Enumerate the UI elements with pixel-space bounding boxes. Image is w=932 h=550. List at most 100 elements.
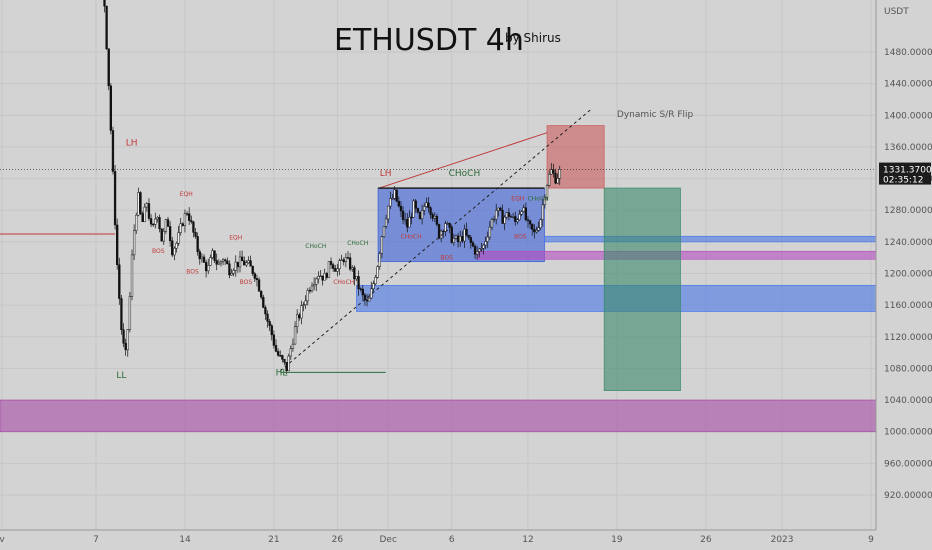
candle-body bbox=[490, 219, 494, 228]
candle-body bbox=[238, 256, 242, 268]
candle-body bbox=[164, 219, 168, 232]
annotation-label: HL bbox=[276, 369, 288, 379]
candle-body bbox=[188, 213, 191, 221]
candle-body bbox=[454, 235, 458, 239]
candle-body bbox=[270, 325, 273, 336]
candle-body bbox=[433, 216, 436, 219]
candle-body bbox=[376, 266, 379, 278]
candle-body bbox=[135, 214, 138, 231]
candle-body bbox=[465, 228, 468, 236]
time-tick-label: 19 bbox=[611, 535, 623, 545]
price-tick-label: 920.00000 bbox=[884, 491, 932, 501]
candle-body bbox=[382, 226, 386, 237]
candle-body bbox=[327, 261, 331, 278]
candle-body bbox=[389, 198, 392, 207]
candle-body bbox=[431, 214, 434, 219]
price-tick-label: 1480.00000 bbox=[884, 48, 932, 58]
candle-body bbox=[471, 242, 475, 247]
candle-body bbox=[522, 207, 525, 212]
candle-body bbox=[541, 204, 544, 221]
candle-body bbox=[183, 213, 187, 226]
zone-demand bbox=[0, 399, 877, 433]
candle-body bbox=[492, 218, 496, 221]
annotation-label: BOS bbox=[514, 234, 527, 241]
price-axis-unit: USDT bbox=[884, 7, 909, 17]
candle-body bbox=[461, 236, 464, 242]
candle-body bbox=[467, 234, 470, 238]
candle-body bbox=[190, 220, 193, 223]
candle-body bbox=[507, 212, 511, 217]
price-axis[interactable] bbox=[876, 0, 932, 530]
zone-target bbox=[603, 187, 681, 391]
candle-body bbox=[353, 267, 356, 280]
candle-body bbox=[198, 251, 201, 260]
candle-body bbox=[323, 273, 326, 281]
time-axis[interactable] bbox=[0, 530, 876, 550]
candle-body bbox=[283, 359, 286, 363]
candle-body bbox=[105, 5, 108, 49]
candle-body bbox=[245, 262, 248, 266]
price-tick-label: 1080.00000 bbox=[884, 364, 932, 374]
annotation-label: CHoCH bbox=[347, 240, 368, 247]
candle-body bbox=[293, 326, 297, 345]
candle-body bbox=[162, 231, 165, 242]
candle-body bbox=[418, 211, 422, 220]
candle-body bbox=[518, 213, 521, 220]
candle-body bbox=[300, 305, 303, 319]
candle-body bbox=[287, 355, 290, 372]
candle-body bbox=[332, 264, 335, 269]
candle-body bbox=[410, 216, 413, 219]
candle-body bbox=[423, 206, 426, 211]
candle-body bbox=[207, 265, 210, 272]
candle-body bbox=[321, 275, 324, 281]
candle-body bbox=[336, 268, 339, 272]
candle-body bbox=[558, 169, 561, 179]
candle-body bbox=[319, 275, 322, 278]
time-tick-label: 21 bbox=[268, 535, 279, 545]
candle-body bbox=[509, 216, 513, 218]
candle-body bbox=[306, 290, 309, 302]
candle-body bbox=[224, 259, 227, 262]
annotation-label: EQH bbox=[229, 234, 242, 241]
candle-body bbox=[152, 223, 155, 226]
annotation-label: LH bbox=[380, 169, 392, 179]
time-tick-label: 14 bbox=[179, 535, 191, 545]
candle-body bbox=[524, 207, 528, 220]
zone-demand bbox=[544, 235, 877, 243]
candle-body bbox=[408, 216, 411, 228]
candle-body bbox=[226, 260, 229, 265]
price-tick-label: 1240.00000 bbox=[884, 238, 932, 248]
candle-body bbox=[357, 276, 360, 289]
candle-body bbox=[103, 0, 106, 7]
candle-body bbox=[425, 202, 428, 207]
candle-body bbox=[211, 250, 214, 258]
candle-body bbox=[342, 259, 345, 263]
candle-body bbox=[412, 200, 415, 218]
candle-body bbox=[437, 224, 441, 239]
candle-body bbox=[215, 260, 218, 265]
candle-body bbox=[219, 261, 223, 264]
candle-body bbox=[253, 273, 256, 279]
candle-body bbox=[228, 263, 231, 276]
candle-body bbox=[374, 277, 377, 284]
candle-body bbox=[380, 236, 384, 254]
candle-body bbox=[393, 189, 396, 199]
candle-body bbox=[298, 314, 301, 319]
current-price-countdown: 02:35:12 bbox=[883, 176, 923, 186]
candle-body bbox=[395, 189, 398, 202]
candle-body bbox=[154, 218, 157, 225]
annotation-label: CHoCH bbox=[333, 279, 354, 286]
candle-body bbox=[217, 262, 220, 265]
candle-body bbox=[240, 256, 244, 262]
candle-body bbox=[171, 240, 174, 256]
candle-body bbox=[520, 211, 523, 215]
candle-body bbox=[139, 192, 142, 214]
zone-range bbox=[377, 187, 545, 263]
candle-body bbox=[196, 236, 199, 252]
candle-body bbox=[404, 219, 407, 221]
candle-body bbox=[329, 261, 333, 265]
candle-body bbox=[166, 219, 170, 227]
candle-body bbox=[469, 237, 472, 243]
